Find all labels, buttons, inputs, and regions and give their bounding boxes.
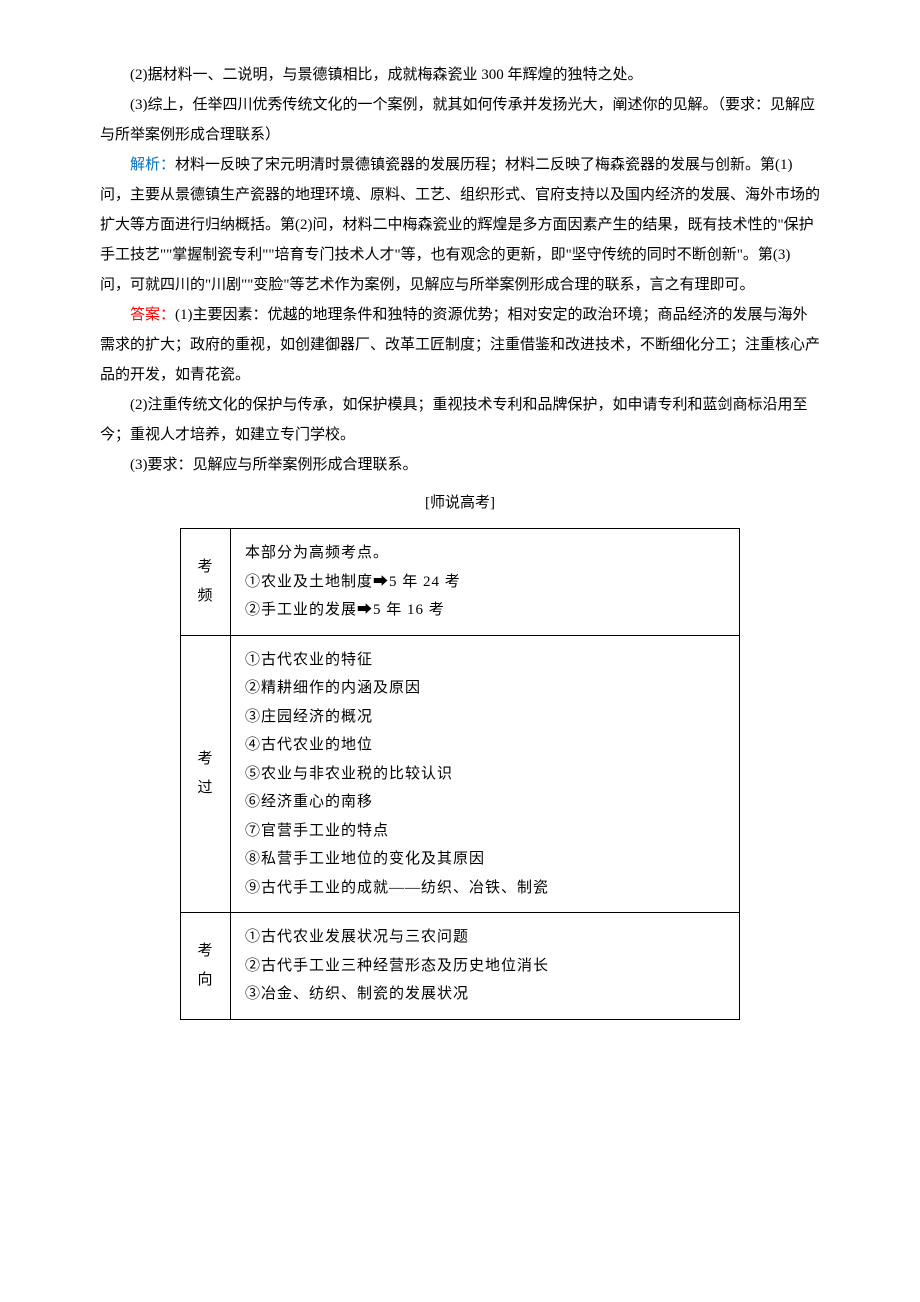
list-item: ①农业及土地制度➡5 年 24 考 [245, 568, 725, 597]
answer-2: (2)注重传统文化的保护与传承，如保护模具；重视技术专利和品牌保护，如申请专利和… [100, 390, 820, 450]
question-3: (3)综上，任举四川优秀传统文化的一个案例，就其如何传承并发扬光大，阐述你的见解… [100, 90, 820, 150]
list-item: ⑦官营手工业的特点 [245, 817, 725, 846]
table-row: 考 向 ①古代农业发展状况与三农问题 ②古代手工业三种经营形态及历史地位消长 ③… [181, 913, 740, 1020]
list-item: ①古代农业的特征 [245, 646, 725, 675]
analysis-text: 材料一反映了宋元明清时景德镇瓷器的发展历程；材料二反映了梅森瓷器的发展与创新。第… [100, 157, 820, 293]
row-label-kaoping: 考 频 [181, 529, 231, 636]
answer-1-text: (1)主要因素：优越的地理条件和独特的资源优势；相对安定的政治环境；商品经济的发… [100, 307, 820, 383]
list-item: ⑤农业与非农业税的比较认识 [245, 760, 725, 789]
analysis-paragraph: 解析：材料一反映了宋元明清时景德镇瓷器的发展历程；材料二反映了梅森瓷器的发展与创… [100, 150, 820, 300]
row-label-kaoxiang: 考 向 [181, 913, 231, 1020]
list-item: ②古代手工业三种经营形态及历史地位消长 [245, 952, 725, 981]
question-2: (2)据材料一、二说明，与景德镇相比，成就梅森瓷业 300 年辉煌的独特之处。 [100, 60, 820, 90]
list-item: ③庄园经济的概况 [245, 703, 725, 732]
teacher-note: [师说高考] [100, 488, 820, 518]
list-item: 本部分为高频考点。 [245, 539, 725, 568]
row-content-kaoxiang: ①古代农业发展状况与三农问题 ②古代手工业三种经营形态及历史地位消长 ③冶金、纺… [231, 913, 740, 1020]
answer-1-paragraph: 答案：(1)主要因素：优越的地理条件和独特的资源优势；相对安定的政治环境；商品经… [100, 300, 820, 390]
row-content-kaoguo: ①古代农业的特征 ②精耕细作的内涵及原因 ③庄园经济的概况 ④古代农业的地位 ⑤… [231, 635, 740, 913]
answer-3: (3)要求：见解应与所举案例形成合理联系。 [100, 450, 820, 480]
list-item: ⑥经济重心的南移 [245, 788, 725, 817]
row-label-kaoguo: 考 过 [181, 635, 231, 913]
answer-label: 答案： [130, 307, 175, 323]
exam-table: 考 频 本部分为高频考点。 ①农业及土地制度➡5 年 24 考 ②手工业的发展➡… [180, 528, 740, 1020]
list-item: ④古代农业的地位 [245, 731, 725, 760]
analysis-label: 解析： [130, 157, 175, 173]
list-item: ⑨古代手工业的成就——纺织、冶铁、制瓷 [245, 874, 725, 903]
list-item: ①古代农业发展状况与三农问题 [245, 923, 725, 952]
list-item: ②精耕细作的内涵及原因 [245, 674, 725, 703]
table-row: 考 频 本部分为高频考点。 ①农业及土地制度➡5 年 24 考 ②手工业的发展➡… [181, 529, 740, 636]
list-item: ③冶金、纺织、制瓷的发展状况 [245, 980, 725, 1009]
table-row: 考 过 ①古代农业的特征 ②精耕细作的内涵及原因 ③庄园经济的概况 ④古代农业的… [181, 635, 740, 913]
row-content-kaoping: 本部分为高频考点。 ①农业及土地制度➡5 年 24 考 ②手工业的发展➡5 年 … [231, 529, 740, 636]
list-item: ⑧私营手工业地位的变化及其原因 [245, 845, 725, 874]
list-item: ②手工业的发展➡5 年 16 考 [245, 596, 725, 625]
